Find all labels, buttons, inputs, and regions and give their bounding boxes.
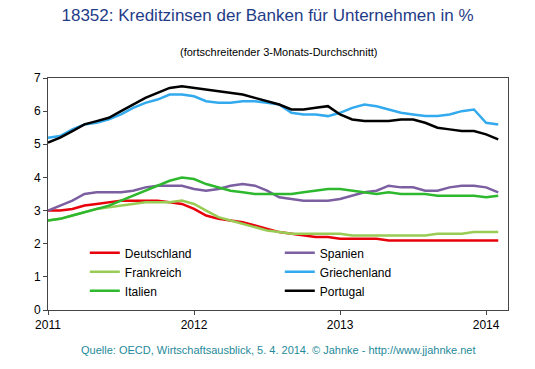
svg-text:Deutschland: Deutschland: [125, 247, 192, 261]
svg-text:3: 3: [34, 204, 41, 218]
svg-text:Frankreich: Frankreich: [125, 266, 182, 280]
svg-text:2011: 2011: [35, 318, 61, 332]
svg-text:Portugal: Portugal: [320, 285, 365, 299]
svg-text:Quelle: OECD, Wirtschaftsausbl: Quelle: OECD, Wirtschaftsausblick, 5. 4.…: [81, 344, 476, 356]
svg-text:Italien: Italien: [125, 285, 157, 299]
svg-text:(fortschreitender 3-Monats-Dur: (fortschreitender 3-Monats-Durchschnitt): [180, 46, 377, 58]
svg-text:6: 6: [34, 104, 41, 118]
svg-text:1: 1: [34, 270, 41, 284]
svg-text:2012: 2012: [181, 318, 208, 332]
svg-text:18352: Kreditzinsen der Banken: 18352: Kreditzinsen der Banken für Unter…: [61, 6, 473, 25]
svg-text:4: 4: [34, 171, 41, 185]
svg-text:Griechenland: Griechenland: [320, 266, 391, 280]
svg-text:2014: 2014: [473, 318, 500, 332]
svg-text:0: 0: [34, 303, 41, 317]
svg-text:5: 5: [34, 137, 41, 151]
svg-text:Spanien: Spanien: [320, 247, 364, 261]
svg-text:7: 7: [34, 71, 41, 85]
svg-text:2013: 2013: [327, 318, 354, 332]
svg-text:2: 2: [34, 237, 41, 251]
